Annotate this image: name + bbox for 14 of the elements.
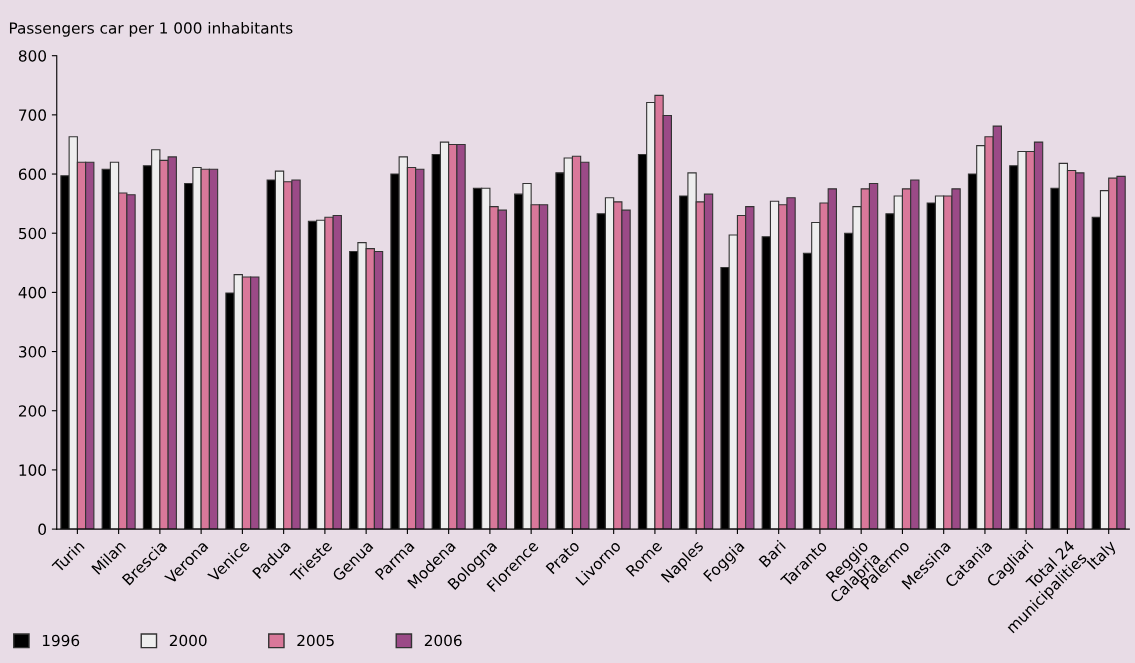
legend-label: 2005 <box>297 634 334 647</box>
y-tick-label: 800 <box>18 50 47 62</box>
y-tick-label: 300 <box>19 346 47 358</box>
legend-label: 2000 <box>169 634 207 647</box>
y-tick-label: 200 <box>18 405 47 417</box>
legend-label: 2006 <box>424 634 462 647</box>
y-tick-label: 0 <box>38 523 47 536</box>
legend-label: 1996 <box>42 634 80 647</box>
y-tick-label: 400 <box>18 286 47 299</box>
y-tick-label: 700 <box>19 109 47 121</box>
y-tick-label: 100 <box>19 464 47 476</box>
y-axis-title: Passengers car per 1 000 inhabitants <box>9 21 293 37</box>
y-tick-label: 600 <box>18 168 47 181</box>
y-tick-label: 500 <box>19 227 47 240</box>
